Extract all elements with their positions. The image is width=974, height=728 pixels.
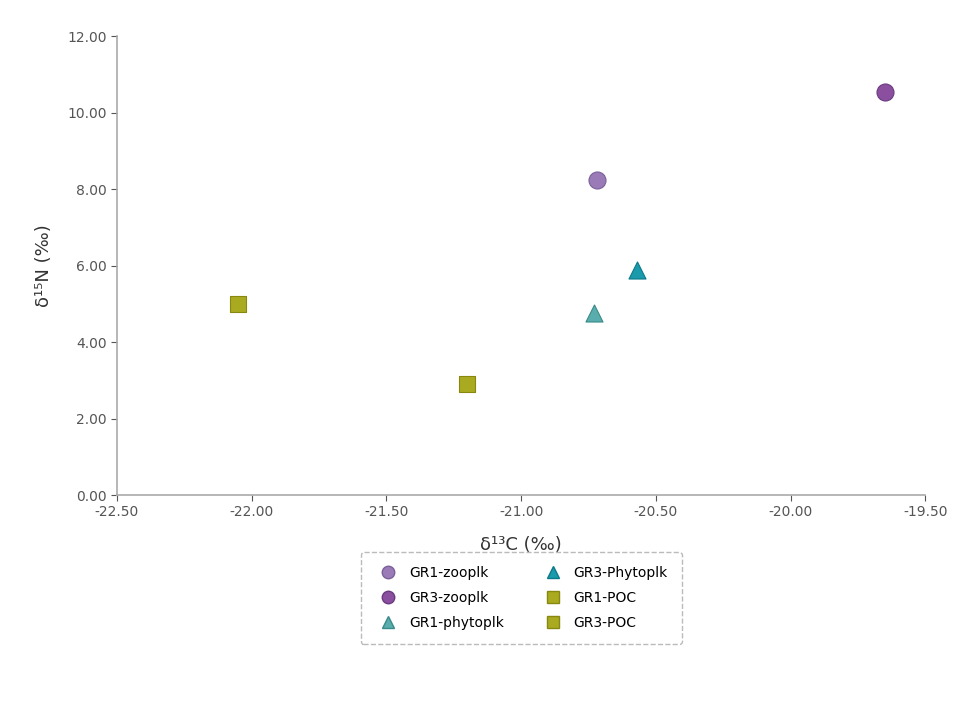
X-axis label: δ¹³C (‰): δ¹³C (‰): [480, 536, 562, 554]
Point: [629, 264, 645, 276]
Point: [586, 308, 602, 320]
Point: [231, 298, 246, 309]
Point: [878, 86, 893, 98]
Y-axis label: δ¹⁵N (‰): δ¹⁵N (‰): [35, 224, 53, 307]
Legend: GR1-zooplk, GR3-zooplk, GR1-phytoplk, GR3-Phytoplk, GR1-POC, GR3-POC: GR1-zooplk, GR3-zooplk, GR1-phytoplk, GR…: [360, 552, 682, 644]
Point: [460, 379, 475, 390]
Point: [588, 174, 604, 186]
